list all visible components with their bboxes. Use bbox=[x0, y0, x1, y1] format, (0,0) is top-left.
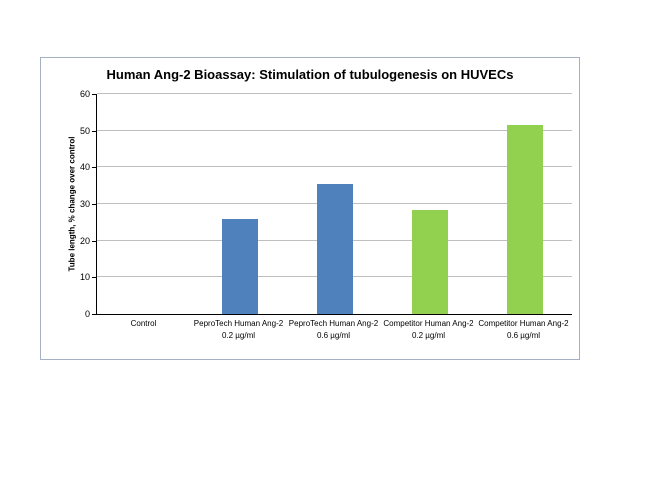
gridline bbox=[97, 129, 572, 131]
category-label: Control bbox=[130, 319, 157, 328]
y-tick-mark bbox=[92, 167, 96, 169]
chart-title: Human Ang-2 Bioassay: Stimulation of tub… bbox=[106, 67, 514, 82]
plot-area bbox=[96, 93, 572, 315]
bar bbox=[411, 209, 448, 314]
y-tick-label: 0 bbox=[84, 309, 90, 319]
y-tick-label: 20 bbox=[79, 235, 90, 246]
x-axis-labels: Control PeproTech Human Ang-2 0.2 µg/ml Pe… bbox=[96, 318, 571, 341]
y-tick-label: 50 bbox=[79, 125, 90, 136]
y-tick-label: 10 bbox=[79, 272, 90, 283]
y-tick-label: 60 bbox=[79, 89, 90, 99]
bar bbox=[316, 183, 353, 314]
y-tick-mark bbox=[92, 314, 96, 315]
y-tick-label: 30 bbox=[79, 199, 90, 209]
gridline bbox=[97, 93, 572, 94]
gridline bbox=[97, 166, 572, 168]
y-tick-mark bbox=[92, 240, 96, 242]
chart-frame: Human Ang-2 Bioassay: Stimulation of tub… bbox=[40, 57, 580, 360]
bar bbox=[506, 125, 543, 314]
y-tick-label: 40 bbox=[79, 162, 90, 173]
category-label: Competitor Human Ang-2 0.2 µg/ml bbox=[383, 319, 474, 340]
y-axis-tick-labels: 0 10 20 30 40 50 60 bbox=[61, 58, 90, 359]
y-tick-mark bbox=[92, 130, 96, 132]
category-label: PeproTech Human Ang-2 0.6 µg/ml bbox=[288, 319, 379, 340]
y-tick-mark bbox=[92, 204, 96, 205]
category-label: PeproTech Human Ang-2 0.2 µg/ml bbox=[193, 319, 284, 340]
bar bbox=[221, 218, 258, 314]
y-tick-mark bbox=[92, 277, 96, 279]
y-tick-mark bbox=[92, 94, 96, 95]
category-label: Competitor Human Ang-2 0.6 µg/ml bbox=[478, 319, 569, 340]
